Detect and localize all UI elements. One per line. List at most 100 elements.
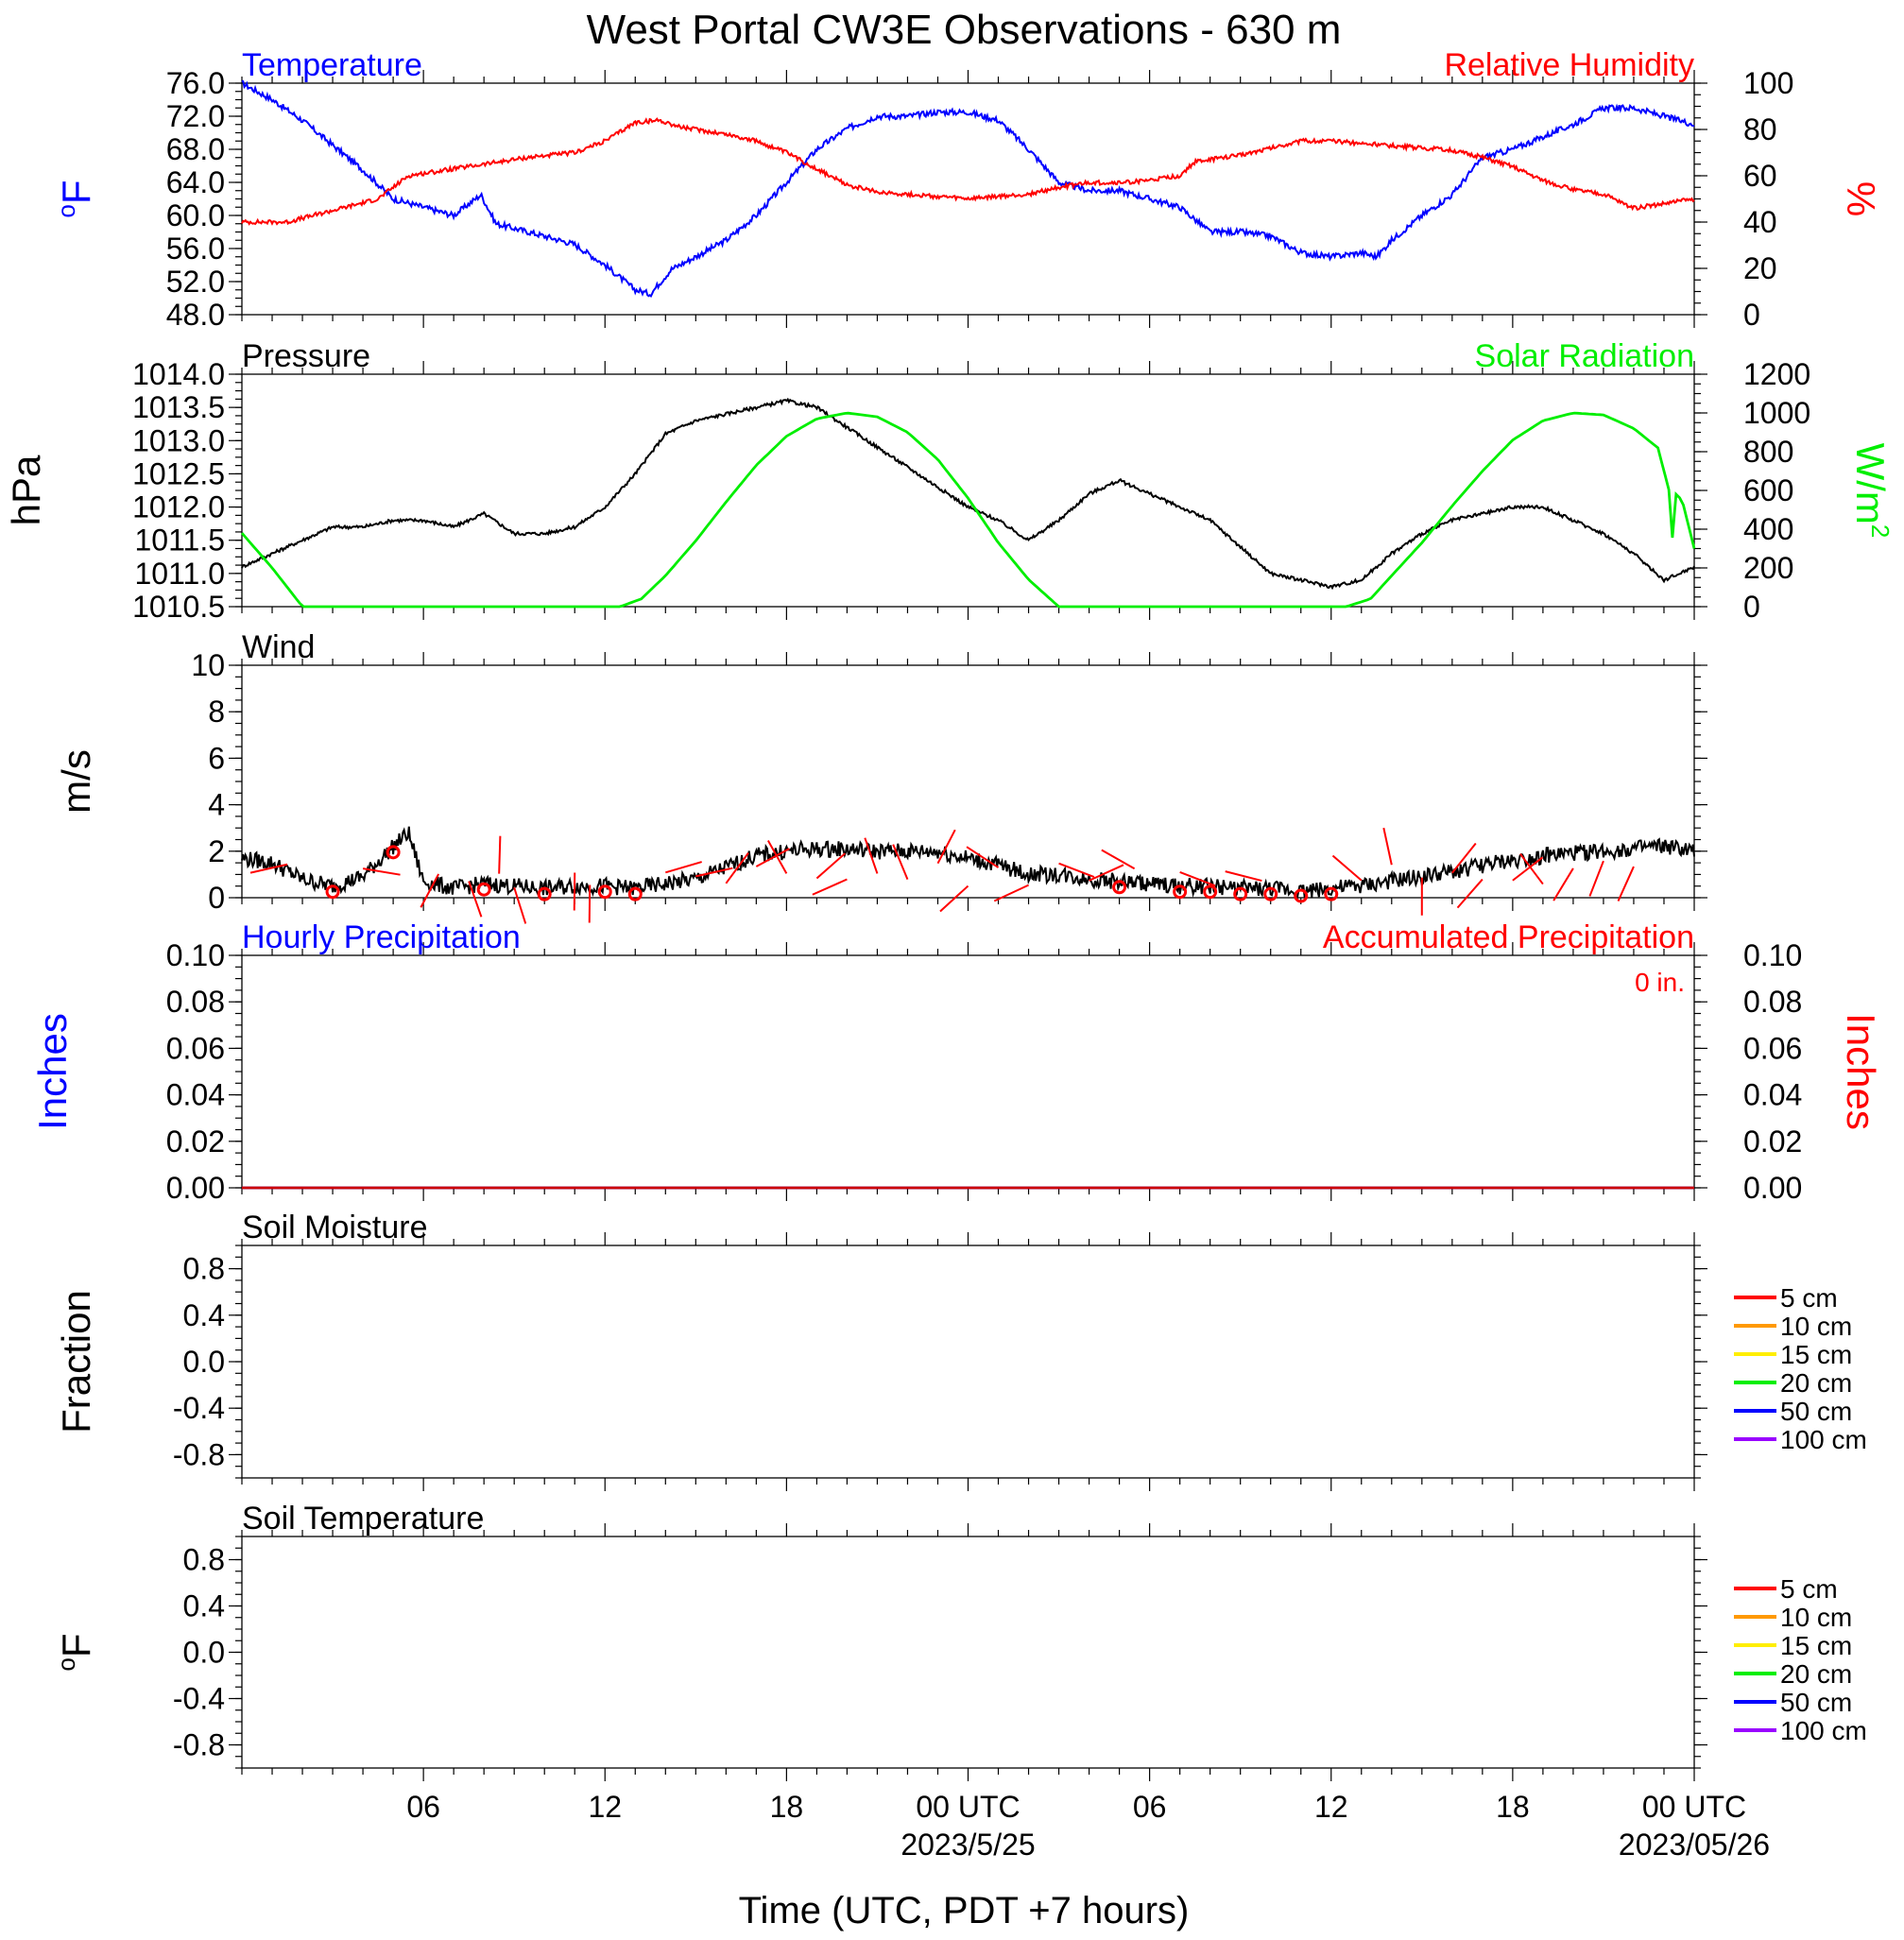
y-tick-label: -0.4 (173, 1682, 225, 1716)
y2-tick-label: 1200 (1743, 357, 1810, 391)
series-wind-speed (241, 826, 1695, 900)
y-tick-label: 60.0 (166, 198, 225, 232)
y-tick-label: 68.0 (166, 132, 225, 166)
x-tick-label: 06 (406, 1790, 440, 1824)
wind-barb (864, 837, 879, 874)
panel-wind: 0 2 4 6 8 10 Wind m/s (54, 629, 1707, 924)
legend-label: 100 cm (1780, 1716, 1867, 1745)
y2-tick-label: 800 (1743, 435, 1793, 469)
wind-barb (1331, 854, 1363, 882)
y-axis-label: hPa (4, 455, 48, 525)
y2-tick-label: 20 (1743, 251, 1777, 285)
y-tick-label: 1011.0 (135, 557, 226, 591)
plot-frame (241, 1536, 1695, 1769)
panel-title-right: Solar Radiation (1475, 338, 1694, 374)
y2-tick-label: 200 (1743, 551, 1793, 585)
calm-wind-marker (476, 882, 491, 897)
wind-barb (513, 886, 527, 924)
y-tick-label: 0.00 (166, 1171, 225, 1205)
calm-wind-marker (1233, 886, 1248, 901)
wind-barb (936, 829, 956, 865)
y-tick-label: 76.0 (166, 66, 225, 100)
y2-tick-label: 0.06 (1743, 1031, 1802, 1065)
legend-label: 15 cm (1780, 1340, 1852, 1369)
wind-barb (1225, 870, 1262, 883)
panel-title-left: Temperature (242, 47, 422, 83)
calm-wind-marker (537, 886, 552, 901)
wind-barb (695, 867, 733, 878)
legend-label: 20 cm (1780, 1368, 1852, 1398)
x-tick-label: 00 UTC (1642, 1790, 1746, 1824)
series-temperature (241, 79, 1695, 298)
calm-wind-marker (1203, 884, 1218, 900)
wind-barb (1382, 827, 1393, 866)
series-solar-radiation (240, 411, 1696, 609)
accumulated-total: 0 in. (1635, 968, 1685, 997)
plot-frame (241, 1245, 1695, 1479)
y-tick-label: 8 (208, 695, 225, 729)
wind-barb (1101, 849, 1136, 870)
legend-label: 50 cm (1780, 1397, 1852, 1426)
wind-barb (966, 846, 1000, 868)
x-tick-label: 00 UTC (916, 1790, 1020, 1824)
y-tick-label: 0.02 (166, 1125, 225, 1159)
y-tick-label: 48.0 (166, 298, 225, 332)
panel-title-left: Hourly Precipitation (242, 919, 521, 955)
legend-label: 10 cm (1780, 1312, 1852, 1341)
wind-barb (1588, 860, 1604, 897)
wind-barb (1089, 864, 1124, 882)
panel-title-right: Accumulated Precipitation (1323, 919, 1694, 955)
y-tick-label: 0 (208, 881, 225, 915)
panel-title-left: Soil Temperature (242, 1501, 484, 1537)
panel-pressure_solar: 1010.51011.01011.51012.01012.51013.01013… (4, 338, 1895, 624)
wind-barb (468, 881, 483, 918)
plot-frame (241, 954, 1695, 1189)
wind-barb (939, 884, 969, 913)
y-tick-label: 1013.5 (132, 390, 225, 424)
calm-wind-marker (1263, 886, 1278, 901)
y-tick-label: 1010.5 (132, 590, 225, 624)
y-tick-label: 72.0 (166, 99, 225, 133)
wind-barb (1552, 867, 1574, 901)
y-tick-label: 0.8 (183, 1543, 225, 1577)
wind-barb (1451, 842, 1477, 874)
y2-tick-label: 100 (1743, 66, 1793, 100)
x-tick-label: 12 (588, 1790, 622, 1824)
calm-wind-marker (597, 884, 612, 900)
y2-tick-label: 60 (1743, 159, 1777, 193)
y-tick-label: -0.8 (173, 1437, 225, 1471)
calm-wind-marker (1112, 880, 1127, 895)
y-tick-label: 1013.0 (132, 423, 225, 457)
legend-label: 20 cm (1780, 1659, 1852, 1689)
wind-barb (725, 852, 749, 884)
y2-tick-label: 1000 (1743, 396, 1810, 430)
y-tick-label: 0.0 (183, 1345, 225, 1379)
y-tick-label: 0.8 (183, 1252, 225, 1286)
legend-label: 50 cm (1780, 1688, 1852, 1717)
legend-label: 5 cm (1780, 1574, 1838, 1604)
y-tick-label: 2 (208, 834, 225, 868)
wind-barb (812, 878, 848, 896)
wind-barb (1617, 866, 1635, 901)
y-tick-label: 0.4 (183, 1589, 225, 1623)
wind-barb (1512, 856, 1544, 882)
y-tick-label: 1014.0 (132, 357, 225, 391)
y-tick-label: 1011.5 (135, 524, 226, 558)
wind-barb (892, 844, 909, 880)
wind-barb (665, 861, 702, 874)
y-axis-label: Fraction (54, 1290, 98, 1434)
y2-tick-label: 0.10 (1743, 938, 1802, 972)
y-tick-label: 0.4 (183, 1298, 225, 1332)
wind-barb (766, 840, 788, 874)
wind-barb (249, 863, 288, 874)
x-tick-date: 2023/5/25 (901, 1828, 1035, 1862)
x-tick-label: 06 (1133, 1790, 1167, 1824)
panel-title-left: Soil Moisture (242, 1210, 428, 1245)
calm-wind-marker (1173, 884, 1188, 900)
y2-tick-label: 0 (1743, 298, 1760, 332)
plot-frame (241, 373, 1695, 608)
wind-barb (1456, 878, 1484, 909)
y2-tick-label: 0.08 (1743, 985, 1802, 1019)
